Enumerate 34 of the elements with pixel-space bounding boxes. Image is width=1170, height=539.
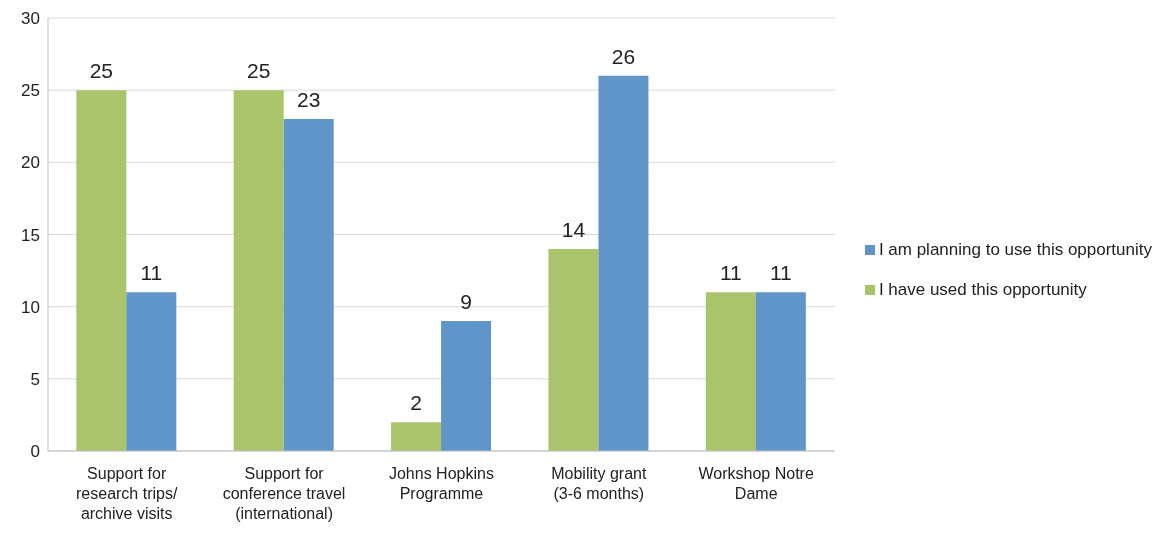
bar <box>283 119 334 451</box>
bar <box>441 321 492 451</box>
x-tick-label: Mobility grant (3-6 months) <box>551 465 647 502</box>
y-tick-label: 15 <box>21 225 40 245</box>
data-label: 14 <box>561 217 586 241</box>
y-tick-label: 10 <box>21 297 40 317</box>
data-label: 26 <box>611 44 636 68</box>
y-tick-label: 5 <box>30 369 40 389</box>
data-label: 25 <box>247 59 271 83</box>
x-tick-label: Support for research trips/ archive visits <box>76 465 178 522</box>
bar <box>76 90 127 451</box>
y-tick-label: 0 <box>30 442 40 462</box>
bar <box>548 248 599 451</box>
data-label: 23 <box>297 88 321 112</box>
x-tick-label: Support for conference travel (international) <box>222 465 346 522</box>
legend-label: I am planning to use this opportunity <box>878 239 1152 259</box>
x-tick-label: Workshop Notre Dame <box>698 465 814 502</box>
data-label: 11 <box>719 261 742 285</box>
bar <box>391 422 442 451</box>
legend-label: I have used this opportunity <box>878 279 1087 299</box>
data-label: 2 <box>410 391 422 415</box>
y-tick-label: 30 <box>21 9 40 29</box>
bar <box>233 90 284 451</box>
bar <box>598 75 649 451</box>
data-label: 9 <box>460 290 472 314</box>
bar <box>126 292 177 451</box>
y-tick-label: 25 <box>21 81 40 101</box>
data-label: 11 <box>140 261 163 285</box>
bar <box>705 292 756 451</box>
data-label: 25 <box>89 59 114 83</box>
bar <box>755 292 806 451</box>
x-tick-label: Johns Hopkins Programme <box>388 465 494 502</box>
y-tick-label: 20 <box>21 153 40 173</box>
data-label: 11 <box>769 261 792 285</box>
